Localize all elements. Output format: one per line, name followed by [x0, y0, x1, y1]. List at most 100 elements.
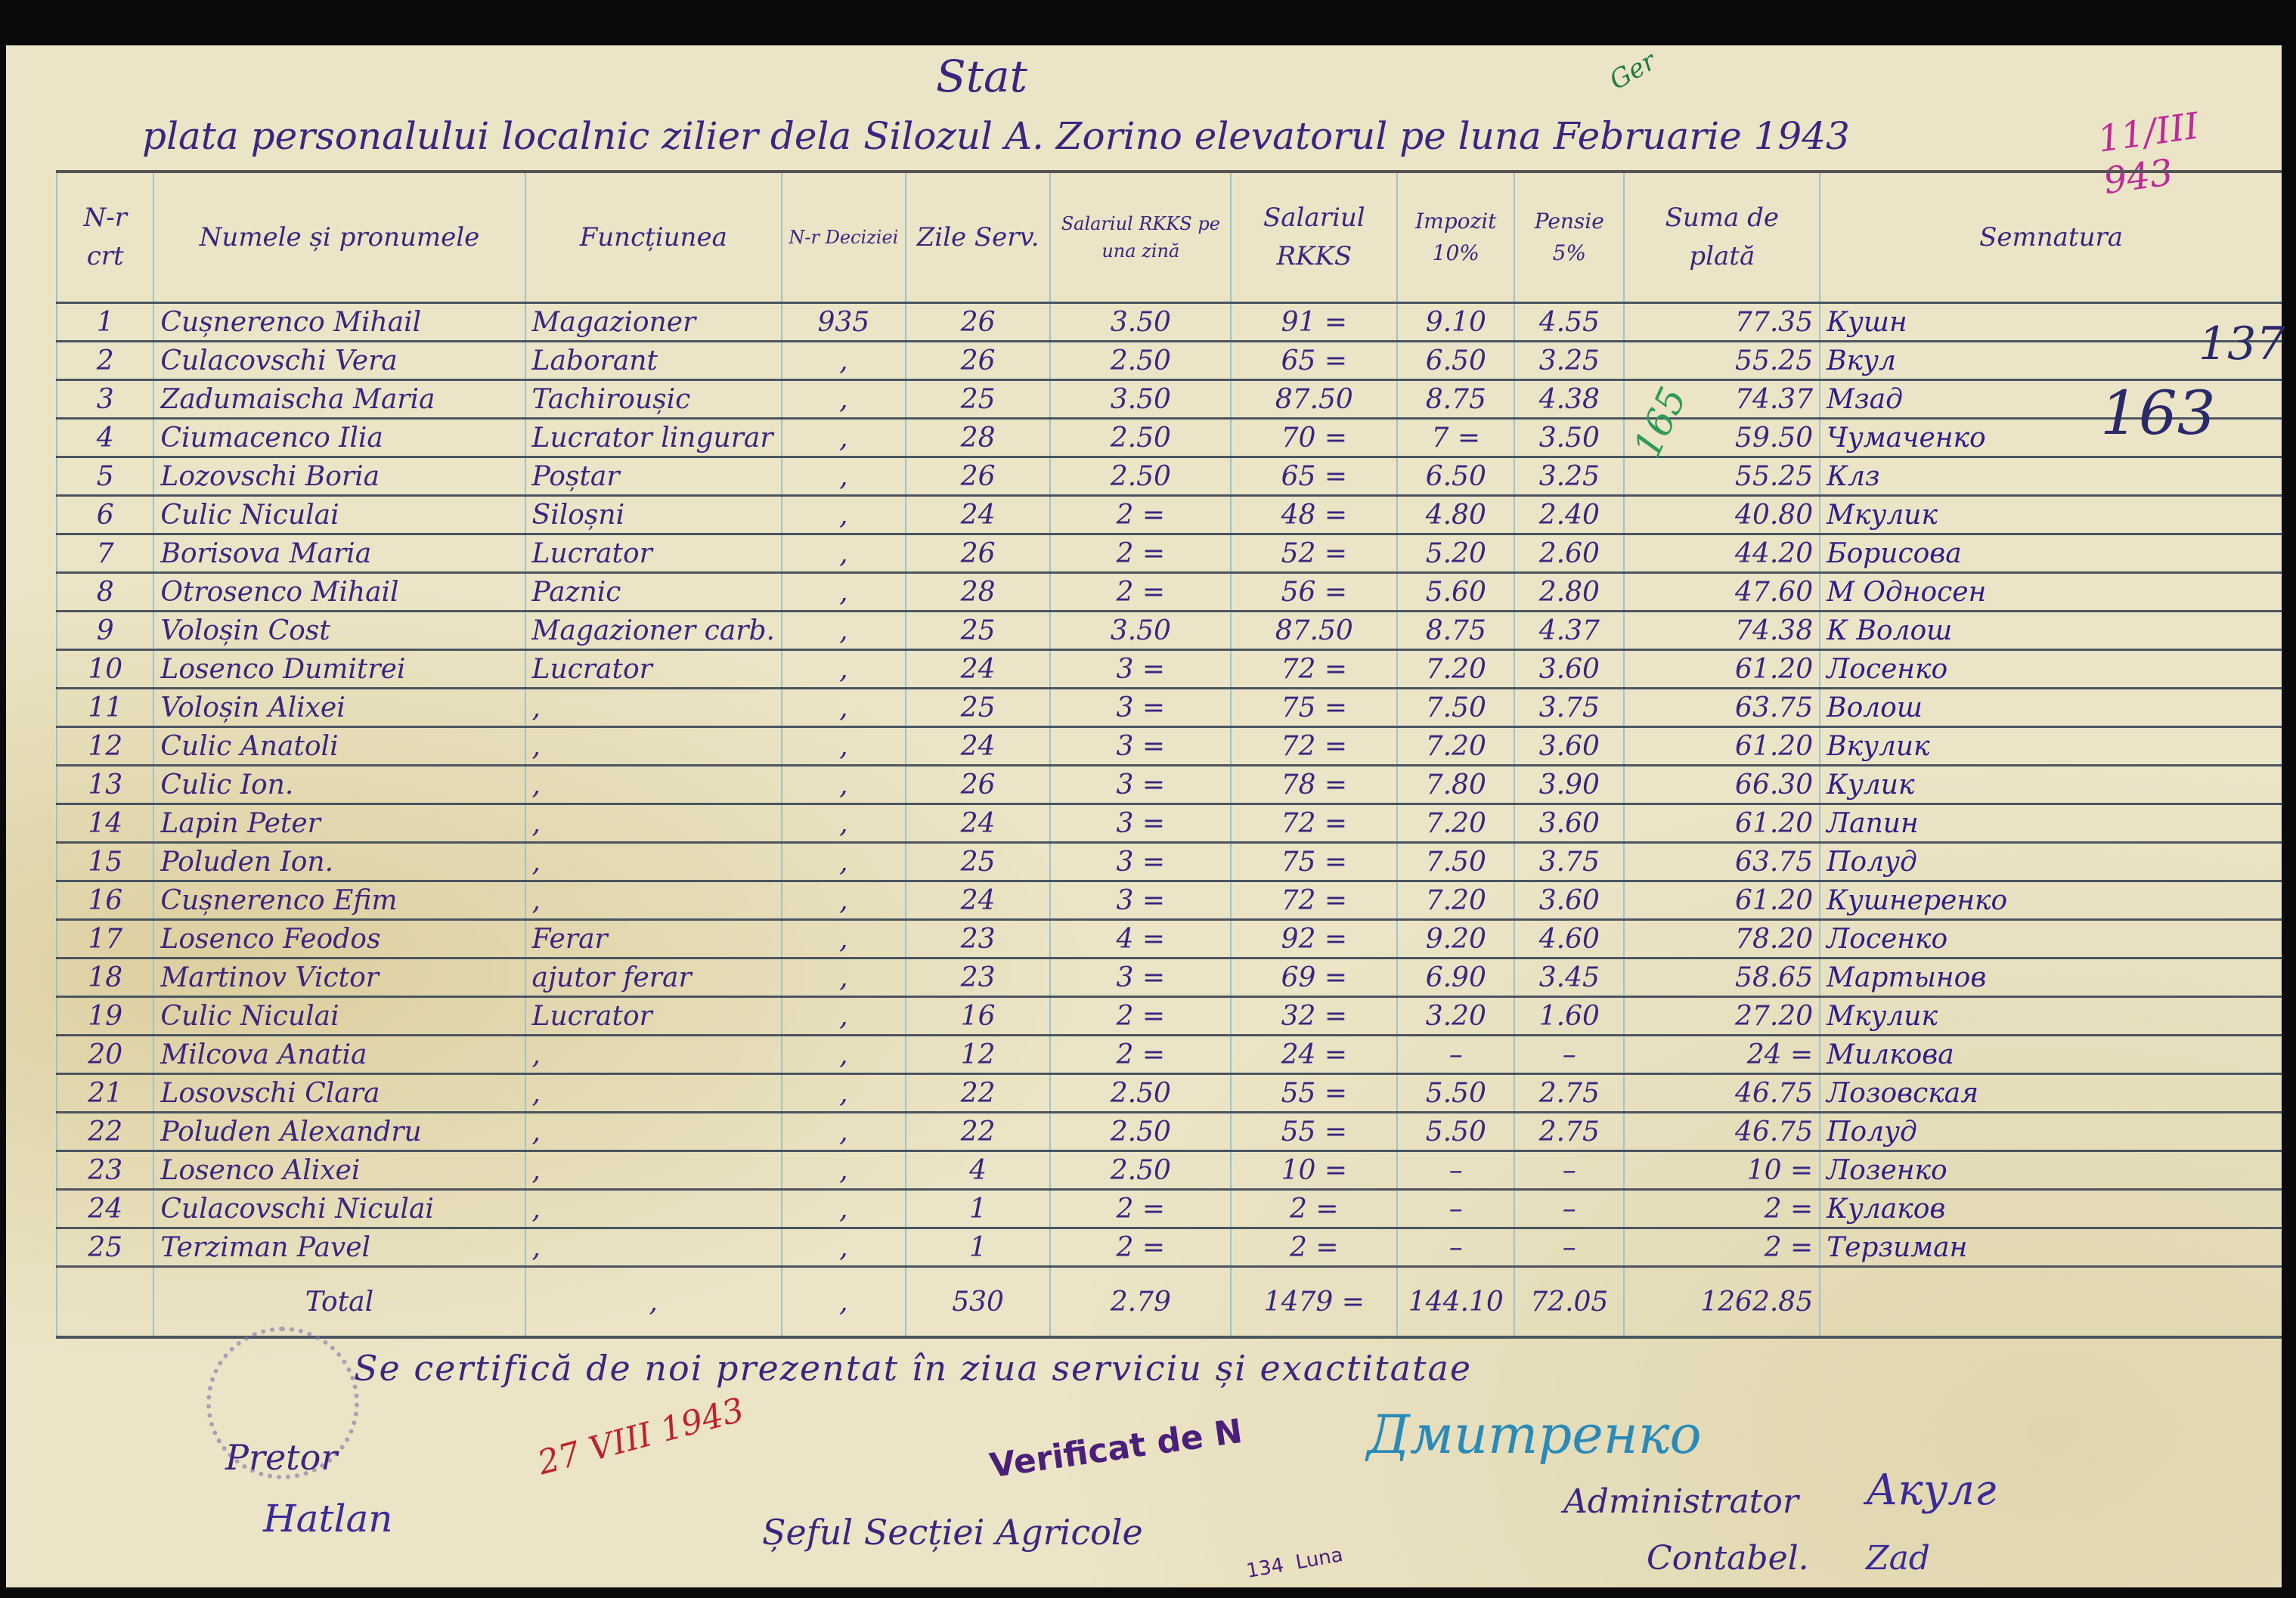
signature: Вкул — [1819, 341, 2282, 381]
row-number: 13 — [55, 765, 154, 805]
table-row: 20 Milcova Anatia,, 12 2 = 24 = – –24 = Милкова — [55, 1035, 2282, 1075]
pension: – — [1514, 1150, 1625, 1191]
total-days: 530 — [904, 1266, 1051, 1339]
days-served: 24 — [904, 649, 1051, 689]
daily-salary: 2 = — [1049, 572, 1232, 612]
row-number: 21 — [55, 1073, 154, 1113]
decision-number: , — [781, 765, 906, 805]
daily-salary: 2.50 — [1049, 418, 1232, 458]
table-row: 10 Losenco Dumitrei Lucrator, 24 3 = 72 = 7.20… — [55, 649, 2282, 689]
signature: Лозенко — [1819, 1150, 2282, 1191]
days-served: 24 — [904, 804, 1051, 844]
employee-name: Culic Niculai — [153, 996, 525, 1036]
employee-name: Poluden Ion. — [153, 842, 525, 882]
total-row: Total , , 530 2.79 1479 = 144.10 72.05 1… — [55, 1266, 2282, 1339]
employee-name: Cușnerenco Efim — [153, 881, 525, 921]
days-served: 16 — [904, 996, 1051, 1036]
days-served: 26 — [904, 765, 1051, 805]
table-row: 18 Martinov Victor ajutor ferar, 23 3 = 69 = 6… — [55, 958, 2282, 998]
pension: 3.60 — [1514, 804, 1625, 844]
table-row: 8 Otrosenco Mihail Paznic, 28 2 = 56 = 5.60 2.8… — [55, 572, 2282, 612]
amount-to-pay: 2 = — [1623, 1189, 1820, 1229]
decision-number: , — [781, 1189, 906, 1229]
days-served: 1 — [904, 1189, 1051, 1229]
amount-to-pay: 55.25 — [1623, 457, 1820, 497]
decision-number: , — [781, 688, 906, 728]
tax: 7.20 — [1396, 726, 1515, 766]
signature: Кушнеренко — [1819, 881, 2282, 921]
signature: К Волош — [1819, 611, 2282, 651]
table-row: 24 Culacovschi Niculai,, 1 2 = 2 = – –2 = Кулак… — [55, 1189, 2282, 1229]
salary: 52 = — [1230, 534, 1398, 574]
employee-name: Lozovschi Boria — [153, 457, 525, 497]
decision-number: , — [781, 572, 906, 612]
row-number: 15 — [55, 842, 154, 882]
pension: 2.75 — [1514, 1073, 1625, 1113]
signature: Полуд — [1819, 842, 2282, 882]
daily-salary: 3 = — [1049, 958, 1232, 998]
salary: 75 = — [1230, 842, 1398, 882]
pension: 2.80 — [1514, 572, 1625, 612]
header-name: Numele și pronumele — [153, 170, 525, 304]
employee-name: Lapin Peter — [153, 804, 525, 844]
amount-to-pay: 27.20 — [1623, 996, 1820, 1036]
section-chief-signature: Дмитренко — [1367, 1404, 1702, 1466]
header-nr: N-r crt — [55, 170, 154, 304]
employee-function: Tachiroușic — [524, 379, 782, 420]
employee-function: Poștar — [524, 457, 782, 497]
signature: Лапин — [1819, 804, 2282, 844]
tax: 7.20 — [1396, 804, 1515, 844]
signature: Кушн — [1819, 302, 2282, 342]
amount-to-pay: 55.25 — [1623, 341, 1820, 381]
daily-salary: 2.50 — [1049, 1073, 1232, 1113]
signature: Лосенко — [1819, 649, 2282, 689]
pension: 3.45 — [1514, 958, 1625, 998]
verified-stamp: Verificat de N — [987, 1411, 1245, 1486]
table-row: 19 Culic Niculai Lucrator, 16 2 = 32 = 3.20 1.6… — [55, 996, 2282, 1036]
salary: 72 = — [1230, 881, 1398, 921]
decision-number: , — [781, 1150, 906, 1191]
daily-salary: 2 = — [1049, 1228, 1232, 1268]
row-number: 23 — [55, 1150, 154, 1191]
employee-name: Otrosenco Mihail — [153, 572, 525, 612]
section-chief-label: Șeful Secției Agricole — [762, 1512, 1143, 1553]
employee-name: Cușnerenco Mihail — [153, 302, 525, 342]
round-seal-stamp — [206, 1327, 359, 1479]
pension: 3.60 — [1514, 881, 1625, 921]
signature: Мартынов — [1819, 958, 2282, 998]
employee-function: ajutor ferar — [524, 958, 782, 998]
employee-name: Borisova Maria — [153, 534, 525, 574]
tax: 7.20 — [1396, 881, 1515, 921]
signature: Лосенко — [1819, 919, 2282, 959]
amount-to-pay: 63.75 — [1623, 688, 1820, 728]
decision-number: , — [781, 649, 906, 689]
decision-number: , — [781, 341, 906, 381]
pension: 2.60 — [1514, 534, 1625, 574]
row-number: 12 — [55, 726, 154, 766]
red-date-annotation: 27 VIII 1943 — [534, 1390, 748, 1483]
accountant-label: Contabel. — [1647, 1539, 1809, 1578]
employee-function: Lucrator — [524, 534, 782, 574]
total-pay: 1262.85 — [1623, 1266, 1820, 1339]
header-tax: Impozit 10% — [1396, 170, 1515, 304]
table-row: 16 Cușnerenco Efim,, 24 3 = 72 = 7.20 3.60 61.2… — [55, 881, 2282, 921]
row-number: 16 — [55, 881, 154, 921]
days-served: 25 — [904, 379, 1051, 420]
employee-function: Siloșni — [524, 495, 782, 535]
days-served: 4 — [904, 1150, 1051, 1191]
days-served: 26 — [904, 457, 1051, 497]
salary: 72 = — [1230, 726, 1398, 766]
signature: Мкулик — [1819, 495, 2282, 535]
amount-to-pay: 2 = — [1623, 1228, 1820, 1268]
days-served: 22 — [904, 1073, 1051, 1113]
document-subtitle: plata personalului localnic zilier dela … — [142, 114, 1850, 158]
table-row: 5 Lozovschi Boria Poștar, 26 2.50 65 = 6.50 3.2… — [55, 457, 2282, 497]
pension: 3.60 — [1514, 726, 1625, 766]
tax: 9.10 — [1396, 302, 1515, 342]
header-days: Zile Serv. — [904, 170, 1051, 304]
amount-to-pay: 61.20 — [1623, 726, 1820, 766]
tax: 3.20 — [1396, 996, 1515, 1036]
total-daily: 2.79 — [1049, 1266, 1232, 1339]
amount-to-pay: 74.38 — [1623, 611, 1820, 651]
pension: – — [1514, 1228, 1625, 1268]
